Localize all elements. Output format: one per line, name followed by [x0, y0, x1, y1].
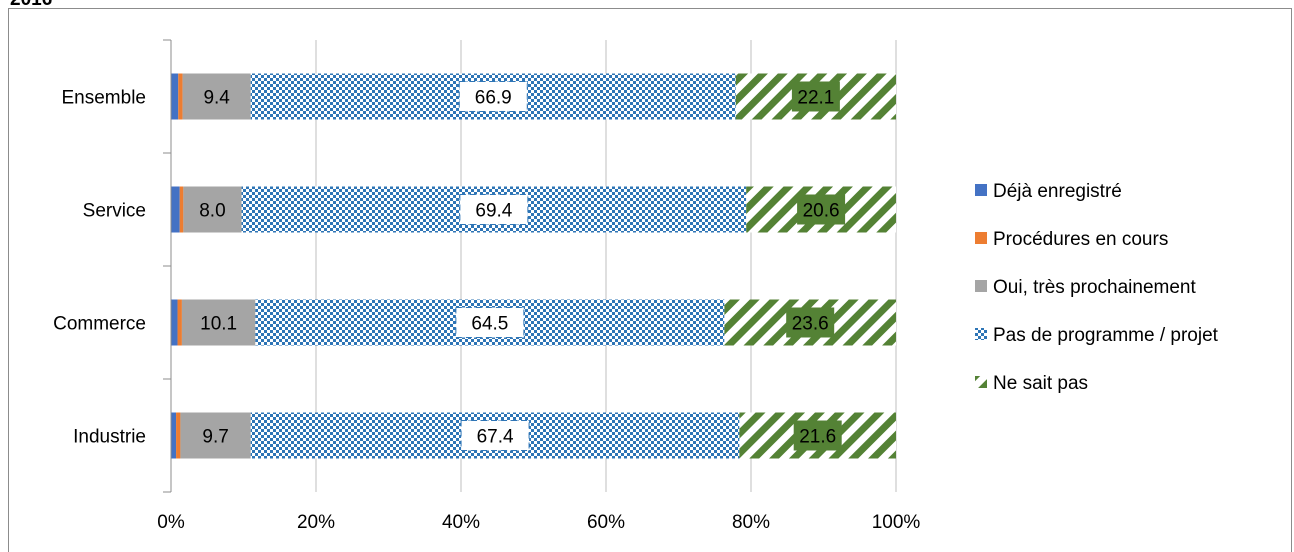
data-label: 69.4 — [475, 201, 512, 222]
x-tick-label: 80% — [732, 512, 770, 533]
bar-segment — [180, 412, 251, 459]
bar-segment — [177, 299, 182, 346]
category-label: Industrie — [73, 427, 146, 448]
chart-title-fragment: 2016 — [10, 0, 52, 11]
data-label-box — [455, 307, 525, 338]
bar-segment — [176, 412, 181, 459]
bar-segment — [171, 186, 180, 233]
data-label: 66.9 — [475, 88, 512, 109]
data-label: 23.6 — [792, 314, 829, 335]
legend-label: Oui, très prochainement — [993, 277, 1196, 298]
data-label: 67.4 — [477, 427, 514, 448]
legend-swatch — [975, 280, 987, 292]
bar-segment — [181, 299, 256, 346]
x-tick-label: 40% — [442, 512, 480, 533]
x-tick-label: 100% — [872, 512, 921, 533]
legend-label: Déjà enregistré — [993, 181, 1122, 202]
data-label: 20.6 — [803, 201, 840, 222]
data-label-box — [460, 420, 530, 451]
category-label: Ensemble — [62, 88, 147, 109]
data-label: 10.1 — [200, 314, 237, 335]
x-tick-label: 60% — [587, 512, 625, 533]
data-label-box — [786, 307, 835, 338]
legend-swatch — [975, 376, 987, 388]
data-label: 22.1 — [797, 88, 834, 109]
data-label: 9.4 — [203, 88, 230, 109]
legend-swatch — [975, 184, 987, 196]
data-label: 64.5 — [471, 314, 508, 335]
bar-segment — [182, 73, 251, 120]
data-label-box — [793, 420, 842, 451]
bar-segment — [179, 186, 184, 233]
category-label: Service — [83, 201, 146, 222]
data-label: 9.7 — [202, 427, 228, 448]
legend-swatch — [975, 232, 987, 244]
data-label-box — [797, 194, 846, 225]
data-label-box — [791, 81, 840, 112]
bar-segment — [171, 73, 179, 120]
legend-swatch — [975, 328, 987, 340]
category-label: Commerce — [53, 314, 146, 335]
data-label-box — [458, 81, 528, 112]
legend-label: Procédures en cours — [993, 229, 1168, 250]
legend-label: Ne sait pas — [993, 373, 1088, 394]
data-label-box — [459, 194, 529, 225]
data-label: 8.0 — [199, 201, 225, 222]
chart-frame — [8, 8, 1292, 552]
data-label: 21.6 — [799, 427, 836, 448]
x-tick-label: 0% — [157, 512, 185, 533]
bar-segment — [178, 73, 183, 120]
bar-segment — [183, 186, 242, 233]
bar-segment — [171, 299, 178, 346]
x-tick-label: 20% — [297, 512, 335, 533]
bar-segment — [171, 412, 177, 459]
legend-label: Pas de programme / projet — [993, 325, 1219, 346]
